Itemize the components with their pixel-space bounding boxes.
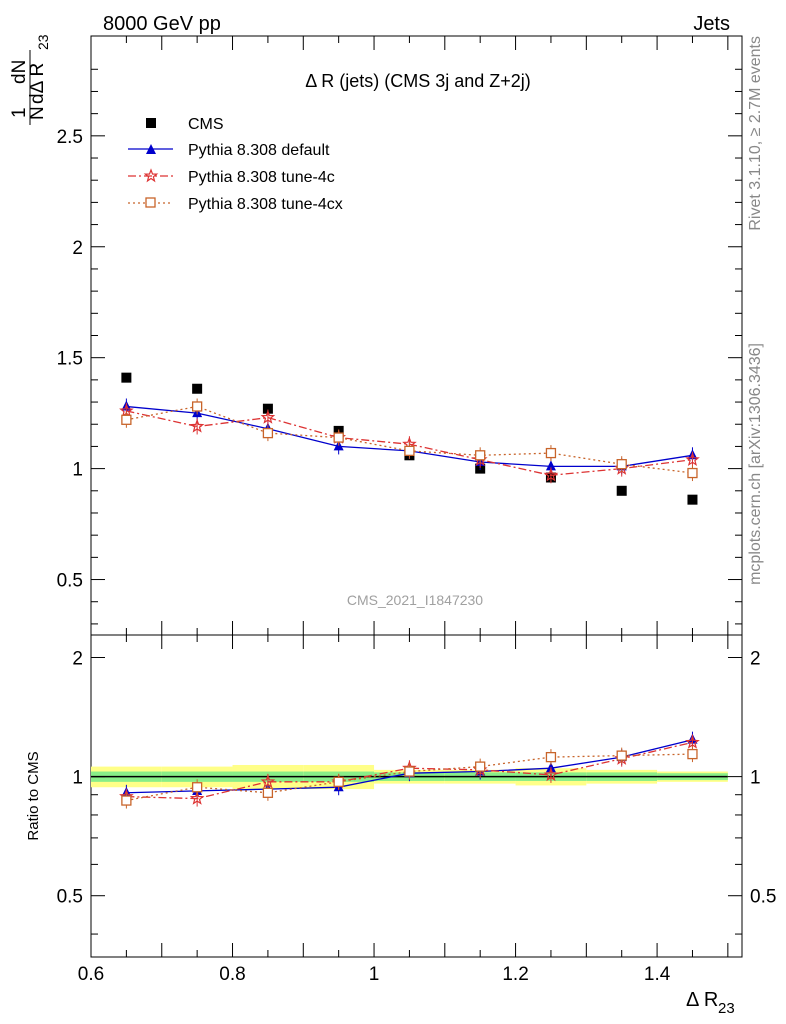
data-point [685,734,700,749]
main-title: Δ R (jets) (CMS 3j and Z+2j) [305,71,531,91]
ratio-y-tick-label-right: 2 [750,649,761,670]
data-point [687,494,698,505]
main-y-tick-label: 0.5 [57,571,83,592]
data-point [545,447,557,459]
data-point [260,774,276,789]
data-point [475,450,486,461]
ylabel-sub: 23 [35,34,51,50]
data-point [616,459,627,470]
main-ticks [90,36,742,635]
data-point [685,451,700,466]
data-point [191,782,203,793]
ratio-plot-frame [90,634,743,958]
ylabel-n: N [27,106,48,120]
main-y-tick-label: 2.5 [57,127,83,148]
legend-marker-cms [146,118,156,128]
mcplots-label: mcplots.cern.ch [arXiv:1306.3436] [747,343,764,585]
main-y-tick-label: 1.5 [57,349,83,370]
data-point [192,383,203,394]
x-tick-label: 0.6 [78,964,104,985]
data-point [189,790,205,805]
x-axis-label: Δ R [686,989,718,1011]
legend-entry-default: Pythia 8.308 default [128,142,330,159]
ylabel-ddr: dΔ R [27,63,48,104]
legend-entry-tune4c: Pythia 8.308 tune-4c [128,168,335,186]
data-point [189,418,205,433]
ratio-data [119,731,700,809]
rivet-label: Rivet 3.1.10, ≥ 2.7M events [747,36,764,231]
x-axis-label-sub: 23 [718,1000,735,1017]
data-point [616,750,627,761]
data-point [262,403,273,414]
main-y-tick-label: 1 [72,460,83,481]
data-point [545,751,557,763]
ratio-ylabel: Ratio to CMS [25,751,42,840]
legend-label-cms: CMS [188,116,224,133]
ratio-y-tick-label: 0.5 [57,887,83,908]
ylabel-one: 1 [9,107,30,118]
watermark: CMS_2021_I1847230 [347,592,483,608]
data-point [545,460,556,471]
data-point [121,795,132,806]
legend-entry-cms: CMS [146,116,224,133]
legend-marker-tune4cx [145,197,156,208]
ylabel-dn: dN [9,60,30,84]
data-point [333,432,344,443]
legend-label-tune4c: Pythia 8.308 tune-4c [188,169,335,186]
series-pythia-8-308-tune-4cx [121,398,698,482]
data-point [543,767,559,782]
legend-entry-tune4cx: Pythia 8.308 tune-4cx [128,196,343,213]
data-point [543,467,559,482]
x-tick-labels: 0.6 0.8 1 1.2 1.4 [78,964,671,985]
x-tick-label: 1.4 [644,964,671,985]
data-point [616,485,627,496]
legend-label-default: Pythia 8.308 default [188,142,330,159]
main-ylabel: 1 N dN dΔ R 23 [9,34,51,125]
data-point [121,414,132,425]
main-data [119,372,700,505]
ratio-y-tick-label: 2 [72,649,83,670]
data-point [333,776,344,787]
data-point [262,427,274,439]
data-point [687,748,698,760]
header-right: Jets [693,13,730,35]
legend-label-tune4cx: Pythia 8.308 tune-4cx [188,196,343,213]
legend-marker-default [146,144,156,154]
ratio-ytick-labels: 0.5 0.5 1 1 2 2 [57,649,777,908]
data-point [260,409,276,424]
data-point [404,445,415,457]
main-y-tick-label: 2 [72,238,83,259]
ratio-y-tick-label: 1 [72,768,83,789]
ratio-y-tick-label-right: 1 [750,768,761,789]
main-ytick-labels: 0.5 1 1.5 2 2.5 [57,127,83,592]
data-point [121,372,132,383]
data-point [475,761,486,772]
ratio-y-tick-label-right: 0.5 [750,887,776,908]
x-tick-label: 1.2 [502,964,528,985]
header-left: 8000 GeV pp [103,13,221,35]
data-point [262,787,274,798]
ratio-ticks [90,635,742,957]
legend-marker-tune4c [143,168,159,183]
series-line [126,741,693,800]
x-tick-label: 0.8 [219,964,245,985]
legend: CMS Pythia 8.308 default Pythia 8.308 tu… [128,116,343,213]
x-tick-label: 1 [369,964,380,985]
data-point [687,467,698,479]
data-point [404,766,415,777]
series-pythia-8-308-tune-4cx [121,746,698,809]
data-point [191,401,203,412]
